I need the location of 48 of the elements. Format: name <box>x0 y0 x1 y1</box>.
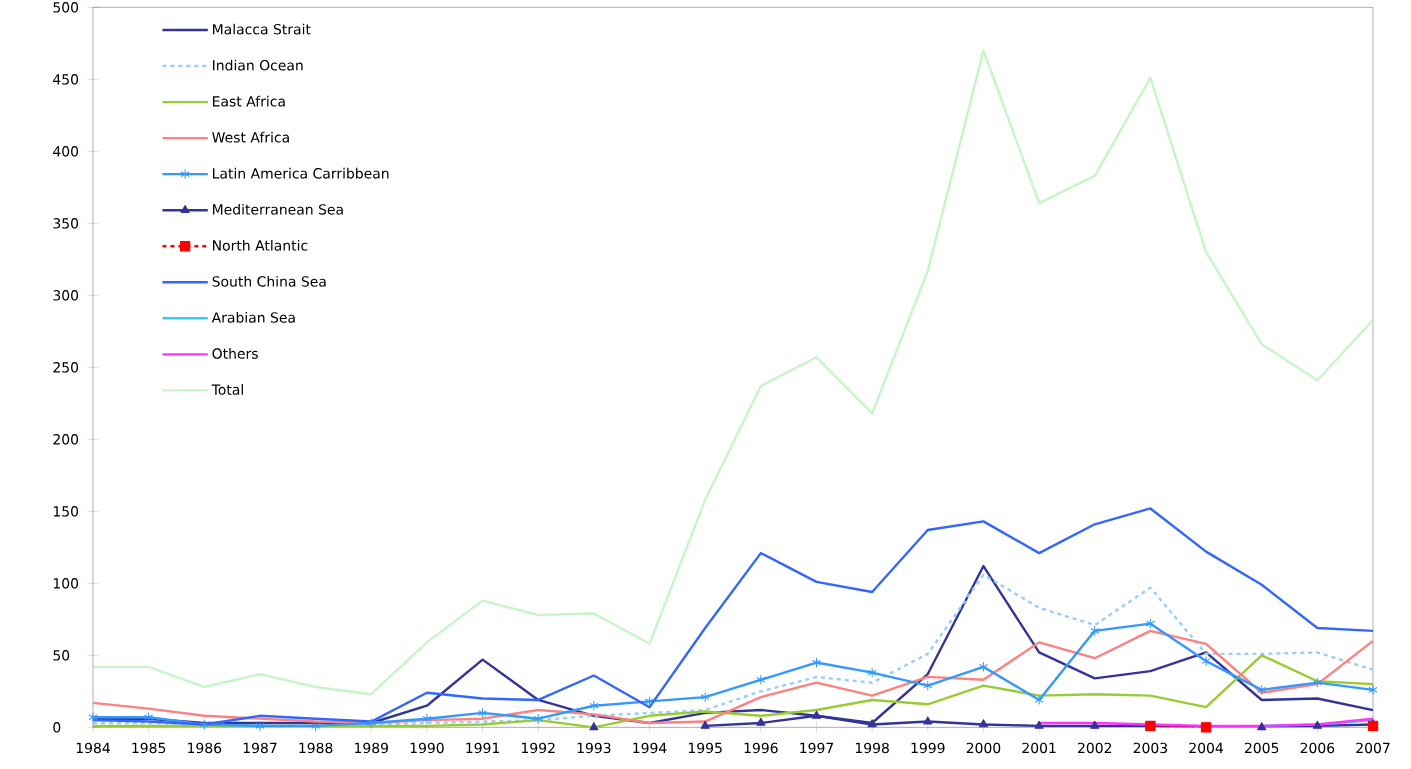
y-tick-label: 500 <box>53 1 79 13</box>
legend-label: Arabian Sea <box>211 311 295 323</box>
y-tick-label: 350 <box>53 217 79 229</box>
x-tick-label: 1987 <box>243 742 277 754</box>
y-tick-label: 300 <box>53 289 79 301</box>
y-tick-label: 150 <box>53 505 79 517</box>
x-tick-label: 1997 <box>800 742 834 754</box>
x-tick-label: 1992 <box>522 742 555 754</box>
legend-label: North Atlantic <box>213 239 308 251</box>
legend-label: Total <box>211 383 243 395</box>
x-tick-label: 2000 <box>966 742 1001 754</box>
legend-label: West Africa <box>212 131 289 143</box>
legend-label: Malacca Strait <box>213 23 311 35</box>
x-tick-label: 2006 <box>1300 742 1335 754</box>
legend-label: Others <box>212 347 258 359</box>
x-tick-label: 1991 <box>466 742 500 754</box>
legend-label: East Africa <box>213 95 285 107</box>
y-tick-label: 400 <box>53 145 79 157</box>
x-tick-label: 2007 <box>1356 742 1390 754</box>
x-tick-label: 1985 <box>132 742 166 754</box>
x-tick-label: 1998 <box>855 742 889 754</box>
y-tick-label: 100 <box>53 577 79 589</box>
x-tick-label: 1989 <box>355 742 389 754</box>
x-tick-label: 1993 <box>577 742 611 754</box>
x-tick-label: 1990 <box>410 742 444 754</box>
x-tick-label: 1984 <box>76 742 110 754</box>
x-tick-label: 1994 <box>633 742 667 754</box>
x-tick-label: 1996 <box>744 742 778 754</box>
x-tick-label: 2001 <box>1022 742 1056 754</box>
x-tick-label: 2002 <box>1078 742 1112 754</box>
y-tick-label: 200 <box>53 433 79 445</box>
legend-label: Indian Ocean <box>213 59 303 71</box>
x-tick-label: 2003 <box>1133 742 1168 754</box>
x-tick-label: 2005 <box>1244 742 1279 754</box>
line-series <box>93 49 1374 696</box>
y-tick-label: 450 <box>53 73 79 85</box>
legend-label: Mediterranean Sea <box>213 203 343 215</box>
x-tick-label: 1988 <box>299 742 333 754</box>
legend-label: Latin America Carribbean <box>213 167 389 179</box>
x-tick-label: 1999 <box>911 742 945 754</box>
y-tick-label: 0 <box>53 721 61 733</box>
x-tick-label: 1995 <box>688 742 722 754</box>
x-tick-label: 2004 <box>1189 742 1223 754</box>
legend-label: South China Sea <box>212 275 326 287</box>
y-tick-label: 250 <box>53 361 79 373</box>
x-tick-label: 1986 <box>188 742 222 754</box>
y-tick-label: 50 <box>53 649 70 661</box>
line-series <box>93 507 1374 726</box>
